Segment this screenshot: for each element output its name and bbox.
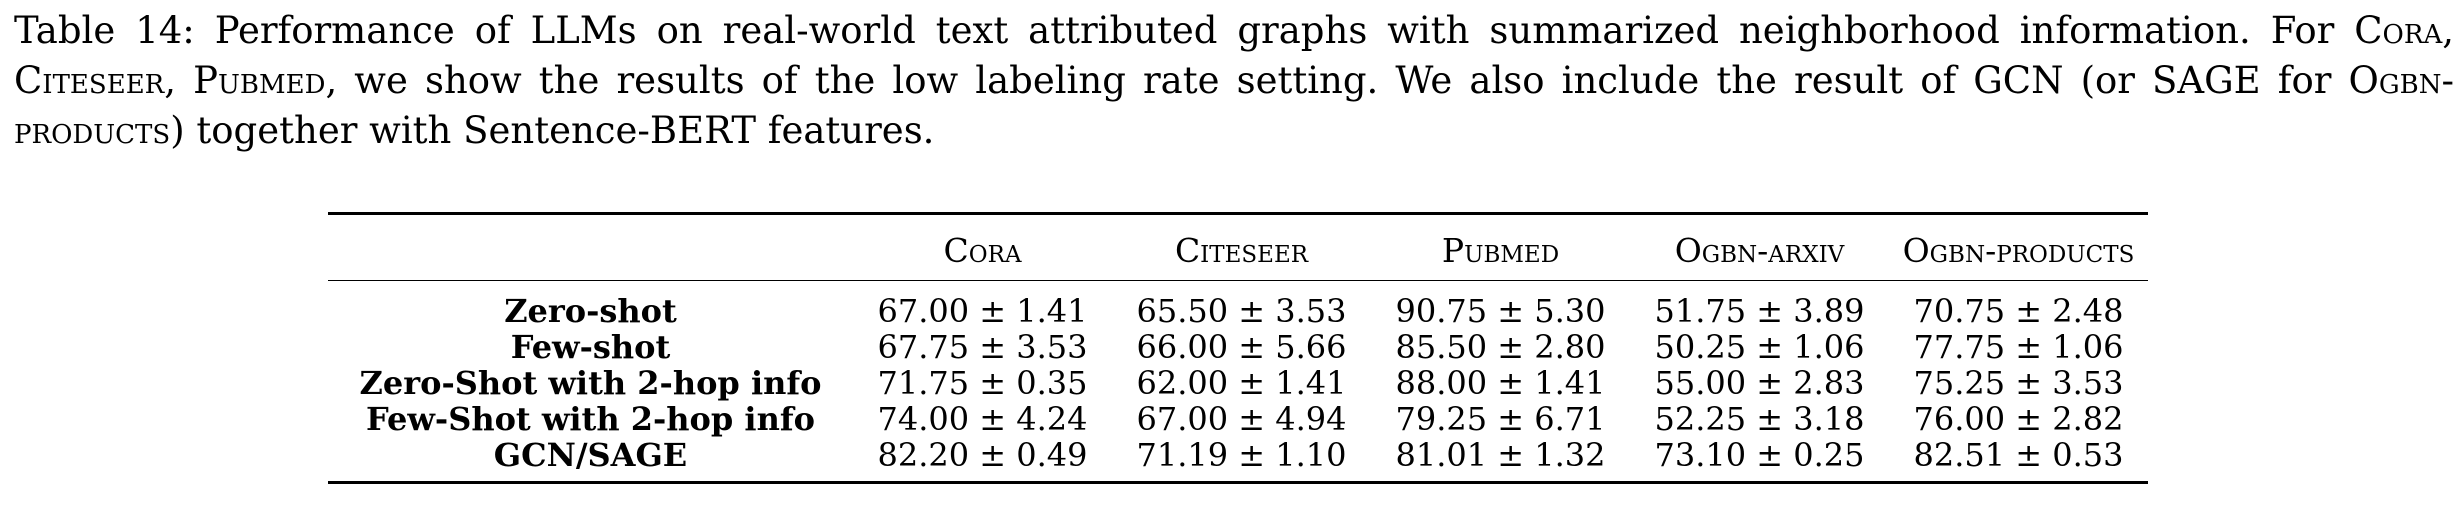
- header-empty-cell: [328, 214, 853, 281]
- column-header-citeseer: Citeseer: [1174, 231, 1309, 270]
- caption-dataset-pubmed: Pubmed: [193, 59, 326, 102]
- table-row: Few-Shot with 2-hop info 74.00 ± 4.24 67…: [328, 401, 2148, 437]
- row-label: Few-Shot with 2-hop info: [366, 400, 815, 438]
- table-cell: 76.00 ± 2.82: [1913, 400, 2124, 438]
- table-cell: 81.01 ± 1.32: [1395, 436, 1606, 474]
- column-header-ogbn-arxiv: Ogbn-arxiv: [1674, 231, 1845, 270]
- row-label: GCN/SAGE: [493, 436, 688, 474]
- table-cell: 62.00 ± 1.41: [1136, 364, 1347, 402]
- caption-dataset-products: Ogbn-products: [14, 59, 2454, 152]
- table-caption: Table 14: Performance of LLMs on real-wo…: [14, 6, 2454, 156]
- table-cell: 51.75 ± 3.89: [1654, 292, 1865, 330]
- caption-suffix: ) together with Sentence-BERT features.: [170, 109, 935, 152]
- table-cell: 55.00 ± 2.83: [1654, 364, 1865, 402]
- table-cell: 85.50 ± 2.80: [1395, 328, 1606, 366]
- row-label: Few-shot: [510, 328, 671, 366]
- caption-prefix: Table 14: Performance of LLMs on real-wo…: [14, 9, 2355, 52]
- caption-dataset-citeseer: Citeseer: [14, 59, 165, 102]
- results-table: Cora Citeseer Pubmed Ogbn-arxiv Ogbn-pro…: [328, 212, 2148, 484]
- table-cell: 71.75 ± 0.35: [877, 364, 1088, 402]
- table-cell: 75.25 ± 3.53: [1913, 364, 2124, 402]
- caption-dataset-cora: Cora: [2354, 9, 2443, 52]
- table-cell: 79.25 ± 6.71: [1395, 400, 1606, 438]
- table-cell: 88.00 ± 1.41: [1395, 364, 1606, 402]
- table-row: Zero-Shot with 2-hop info 71.75 ± 0.35 6…: [328, 365, 2148, 401]
- table-cell: 82.20 ± 0.49: [877, 436, 1088, 474]
- caption-separator: ,: [164, 59, 194, 102]
- table-cell: 65.50 ± 3.53: [1136, 292, 1347, 330]
- column-header-ogbn-products: Ogbn-products: [1902, 231, 2135, 270]
- table-cell: 66.00 ± 5.66: [1136, 328, 1347, 366]
- table-cell: 82.51 ± 0.53: [1913, 436, 2124, 474]
- column-header-pubmed: Pubmed: [1441, 231, 1560, 270]
- table-cell: 90.75 ± 5.30: [1395, 292, 1606, 330]
- table-row: Zero-shot 67.00 ± 1.41 65.50 ± 3.53 90.7…: [328, 281, 2148, 330]
- table-cell: 52.25 ± 3.18: [1654, 400, 1865, 438]
- table-cell: 67.00 ± 4.94: [1136, 400, 1347, 438]
- table-cell: 73.10 ± 0.25: [1654, 436, 1865, 474]
- table-row: GCN/SAGE 82.20 ± 0.49 71.19 ± 1.10 81.01…: [328, 437, 2148, 483]
- row-label: Zero-shot: [504, 292, 677, 330]
- table-row: Few-shot 67.75 ± 3.53 66.00 ± 5.66 85.50…: [328, 329, 2148, 365]
- caption-separator: ,: [2442, 9, 2454, 52]
- table-cell: 70.75 ± 2.48: [1913, 292, 2124, 330]
- table-cell: 77.75 ± 1.06: [1913, 328, 2124, 366]
- column-header-cora: Cora: [943, 231, 1022, 270]
- table-cell: 67.00 ± 1.41: [877, 292, 1088, 330]
- table-cell: 50.25 ± 1.06: [1654, 328, 1865, 366]
- table-header-row: Cora Citeseer Pubmed Ogbn-arxiv Ogbn-pro…: [328, 213, 2148, 281]
- caption-middle: , we show the results of the low labelin…: [325, 59, 2349, 102]
- row-label: Zero-Shot with 2-hop info: [359, 364, 822, 402]
- table-cell: 71.19 ± 1.10: [1136, 436, 1347, 474]
- table-cell: 74.00 ± 4.24: [877, 400, 1088, 438]
- table-cell: 67.75 ± 3.53: [877, 328, 1088, 366]
